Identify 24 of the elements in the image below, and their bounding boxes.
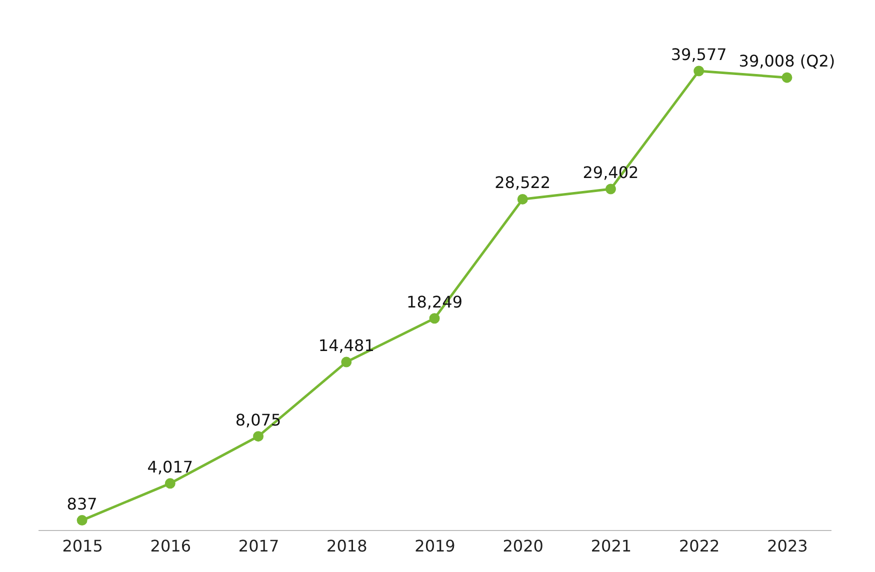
point xyxy=(429,313,440,324)
x-tick-label: 2021 xyxy=(590,536,632,556)
point xyxy=(694,66,704,76)
x-tick-label: 2016 xyxy=(150,536,192,556)
point xyxy=(605,184,616,194)
data-label: 28,522 xyxy=(494,173,551,192)
x-tick-label: 2017 xyxy=(238,536,280,556)
x-tick-label: 2018 xyxy=(326,536,368,556)
x-tick-label: 2019 xyxy=(414,536,456,556)
data-label: 39,577 xyxy=(670,45,727,64)
data-label: 837 xyxy=(66,494,98,514)
data-label: 39,008 (Q2) xyxy=(738,52,836,71)
point xyxy=(341,356,352,368)
x-tick-label: 2022 xyxy=(678,536,720,556)
point xyxy=(782,72,792,83)
x-tick-label: 2015 xyxy=(62,536,103,556)
point xyxy=(253,431,264,442)
x-tick-label: 2020 xyxy=(502,536,544,556)
point xyxy=(164,478,176,489)
data-label: 4,017 xyxy=(147,457,194,476)
x-tick-label: 2023 xyxy=(767,536,808,556)
point xyxy=(76,515,88,526)
point xyxy=(517,194,528,204)
data-label: 14,481 xyxy=(318,336,374,356)
